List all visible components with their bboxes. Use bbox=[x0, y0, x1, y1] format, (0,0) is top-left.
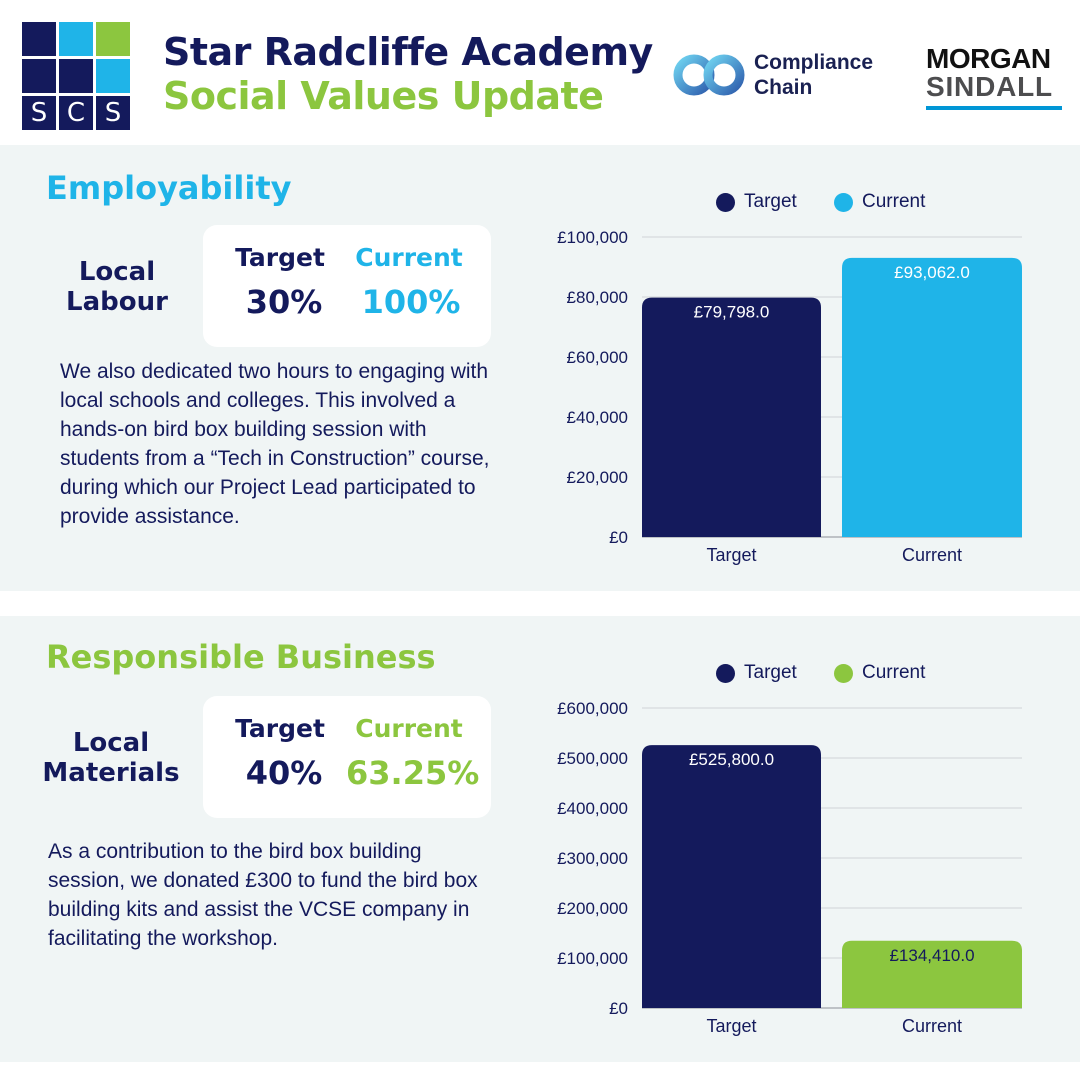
legend-swatch bbox=[834, 664, 853, 683]
chart-plot: £0 £20,000 £40,000 £60,000 £80,000 £100,000 £7… bbox=[557, 228, 1022, 565]
y-tick-label: £80,000 bbox=[567, 288, 628, 307]
section-title: Employability bbox=[46, 169, 292, 207]
target-label: Target bbox=[235, 714, 325, 743]
partner-name-line: Chain bbox=[754, 76, 813, 99]
target-value: 30% bbox=[245, 283, 323, 321]
legend-swatch bbox=[716, 193, 735, 212]
morgan-sindall-logo: MORGAN SINDALL bbox=[926, 44, 1064, 114]
legend-label: Target bbox=[744, 191, 797, 212]
logo-tile bbox=[22, 22, 56, 56]
employability-chart: Target Current £0 £20,000 £40,000 £60,000 £8… bbox=[520, 145, 1080, 591]
y-tick-label: £40,000 bbox=[567, 408, 628, 427]
partner-name-line: Compliance bbox=[754, 51, 874, 74]
x-tick-label: Target bbox=[706, 545, 756, 565]
current-value: 63.25% bbox=[346, 754, 480, 792]
y-tick-label: £60,000 bbox=[567, 348, 628, 367]
logo-tile bbox=[59, 22, 93, 56]
current-value: 100% bbox=[361, 283, 461, 321]
logo-tile bbox=[96, 59, 130, 93]
bar-current bbox=[842, 940, 1022, 1008]
chain-link-icon bbox=[673, 54, 745, 96]
target-label: Target bbox=[235, 243, 325, 272]
current-label: Current bbox=[355, 714, 463, 743]
partner-name-line: MORGAN bbox=[926, 43, 1051, 74]
logo-underline bbox=[926, 106, 1062, 110]
y-tick-label: £600,000 bbox=[557, 699, 628, 718]
data-label: £93,062.0 bbox=[894, 263, 970, 282]
metric-card: Target Current 40% 63.25% bbox=[203, 696, 491, 818]
header: S C S Star Radcliffe Academy Social Valu… bbox=[0, 0, 1080, 145]
y-tick-label: £500,000 bbox=[557, 749, 628, 768]
page-subtitle: Social Values Update bbox=[163, 74, 604, 118]
legend-label: Current bbox=[862, 662, 926, 683]
scs-logo: S C S bbox=[22, 22, 130, 130]
legend-label: Target bbox=[744, 662, 797, 683]
chart-plot: £0 £100,000 £200,000 £300,000 £400,000 £500,0… bbox=[557, 699, 1022, 1036]
y-tick-label: £300,000 bbox=[557, 849, 628, 868]
section-title: Responsible Business bbox=[46, 638, 436, 676]
body-text: As a contribution to the bird box buildi… bbox=[48, 840, 478, 950]
x-tick-label: Current bbox=[902, 545, 962, 565]
logo-tile bbox=[22, 59, 56, 93]
responsible-business-chart: Target Current £0 £100,000 £200,000 £300,00… bbox=[520, 616, 1080, 1062]
bar-target bbox=[642, 297, 821, 537]
legend-swatch bbox=[716, 664, 735, 683]
y-tick-label: £0 bbox=[609, 528, 628, 547]
logo-tile bbox=[59, 59, 93, 93]
x-tick-label: Target bbox=[706, 1016, 756, 1036]
metric-label: Local Materials bbox=[42, 728, 180, 788]
legend-label: Current bbox=[862, 191, 926, 212]
data-label: £525,800.0 bbox=[689, 750, 774, 769]
target-value: 40% bbox=[245, 754, 323, 792]
logo-letter: S bbox=[22, 96, 56, 130]
x-tick-label: Current bbox=[902, 1016, 962, 1036]
data-label: £79,798.0 bbox=[694, 303, 770, 322]
y-tick-label: £200,000 bbox=[557, 899, 628, 918]
y-tick-label: £0 bbox=[609, 999, 628, 1018]
metric-card: Target Current 30% 100% bbox=[203, 225, 491, 347]
bar-target bbox=[642, 745, 821, 1008]
data-label: £134,410.0 bbox=[889, 946, 974, 965]
logo-tile bbox=[96, 22, 130, 56]
legend-swatch bbox=[834, 193, 853, 212]
bar-current bbox=[842, 257, 1022, 537]
y-tick-label: £400,000 bbox=[557, 799, 628, 818]
logo-letter: S bbox=[96, 96, 130, 130]
compliance-chain-logo: Compliance Chain bbox=[672, 48, 902, 104]
y-tick-label: £20,000 bbox=[567, 468, 628, 487]
partner-name-line: SINDALL bbox=[926, 71, 1053, 102]
y-tick-label: £100,000 bbox=[557, 228, 628, 247]
compliance-chain-wordmark: Compliance Chain bbox=[754, 50, 873, 100]
body-text: We also dedicated two hours to engaging … bbox=[60, 360, 490, 528]
section-responsible-business: Responsible Business Local Materials Tar… bbox=[0, 616, 1080, 1062]
page-title: Star Radcliffe Academy bbox=[163, 30, 653, 74]
current-label: Current bbox=[355, 243, 463, 272]
y-tick-label: £100,000 bbox=[557, 949, 628, 968]
section-employability: Employability Local Labour Target Curren… bbox=[0, 145, 1080, 591]
metric-label: Local Labour bbox=[66, 257, 168, 317]
logo-letter: C bbox=[59, 96, 93, 130]
